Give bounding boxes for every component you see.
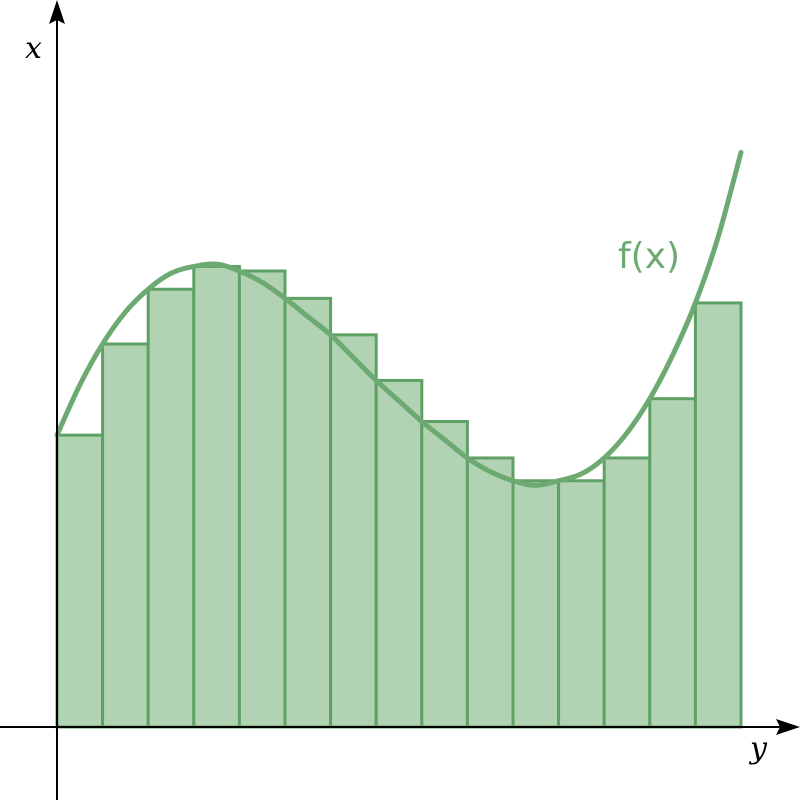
bar-3 — [146, 287, 196, 729]
horizontal-axis-arrow-icon — [776, 719, 800, 735]
bar-7 — [329, 333, 378, 729]
bar-8 — [374, 378, 424, 729]
bar-5 — [237, 269, 287, 729]
bar-1 — [55, 433, 105, 729]
bar-11 — [511, 479, 561, 729]
bar-10 — [465, 456, 515, 729]
horizontal-axis-label: y — [748, 731, 768, 766]
bar-15 — [693, 301, 743, 729]
vertical-axis-arrow-icon — [49, 0, 65, 24]
bars-group — [55, 264, 743, 729]
bar-2 — [101, 342, 150, 729]
bar-14 — [648, 397, 697, 729]
bar-6 — [283, 296, 333, 729]
function-curve — [54, 149, 744, 488]
bar-12 — [557, 479, 606, 729]
bar-4 — [192, 264, 241, 729]
bar-13 — [602, 456, 652, 729]
vertical-axis-label: x — [25, 31, 42, 66]
curve-label: f(x) — [618, 236, 680, 277]
bar-9 — [420, 419, 469, 729]
